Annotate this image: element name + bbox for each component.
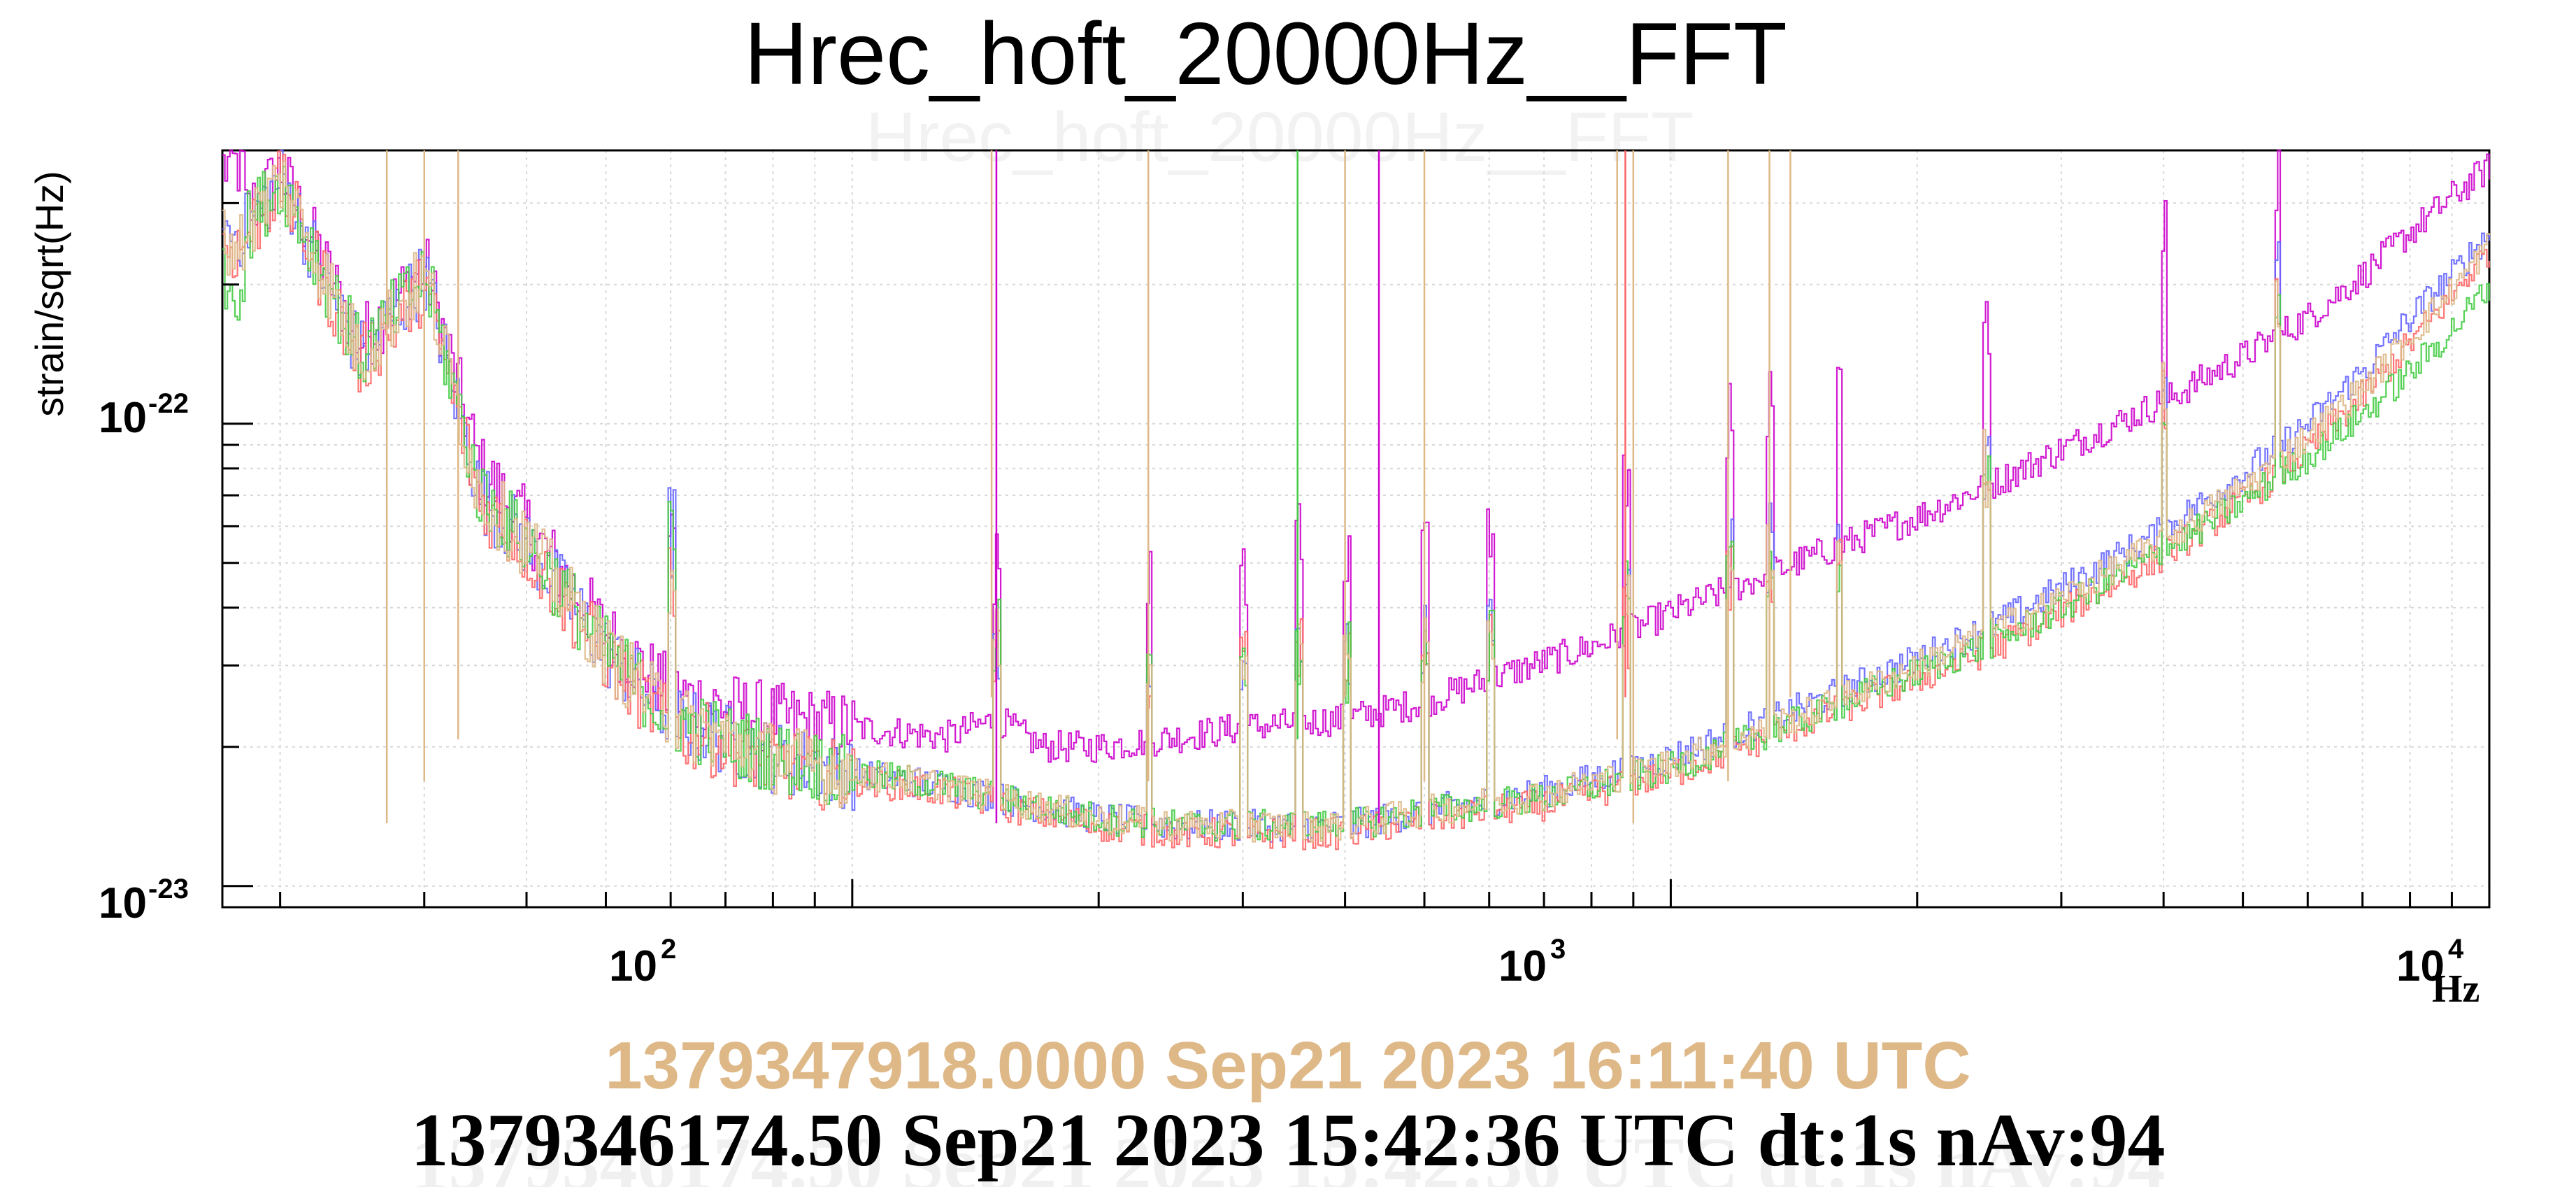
series-line-3 (222, 166, 2491, 842)
y-axis-title: strain/sqrt(Hz) (27, 171, 71, 417)
ghost-title: Hrec_hoft_20000Hz__FFT (866, 98, 1694, 176)
svg-text:10: 10 (609, 942, 657, 990)
svg-text:10: 10 (2396, 942, 2445, 990)
y-tick-label-1e-23: 10 -23 (99, 874, 189, 927)
chart-title: Hrec_hoft_20000Hz__FFT (744, 4, 1787, 103)
series-line-4 (222, 160, 2491, 843)
series-line-2 (222, 150, 2491, 851)
x-tick-label-100: 10 2 (609, 934, 676, 990)
series-line-1 (222, 149, 2491, 843)
svg-text:4: 4 (2448, 934, 2464, 965)
svg-text:-23: -23 (148, 874, 189, 904)
svg-text:10: 10 (99, 879, 147, 927)
x-axis-unit: Hz (2432, 967, 2480, 1011)
ghost-timestamp: 1379346174.50 Sep21 2023 15:42:36 UTC dt… (410, 1123, 2165, 1187)
reference-timestamp: 1379347918.0000 Sep21 2023 16:11:40 UTC (605, 1028, 1971, 1103)
current-timestamp: 1379346174.50 Sep21 2023 15:42:36 UTC dt… (410, 1099, 2165, 1182)
svg-text:2: 2 (661, 934, 676, 965)
svg-text:-22: -22 (148, 388, 189, 419)
svg-text:10: 10 (1498, 942, 1547, 990)
y-tick-label-1e-22: 10 -22 (99, 388, 189, 442)
svg-text:10: 10 (99, 394, 147, 442)
series-line-0 (222, 149, 2491, 763)
x-tick-label-1000: 10 3 (1498, 934, 1566, 990)
svg-text:3: 3 (1550, 934, 1566, 965)
axis-ticks (222, 201, 2453, 907)
plot-frame (221, 149, 2491, 909)
series-layer (222, 149, 2491, 851)
x-tick-label-10000: 10 4 (2396, 934, 2464, 990)
